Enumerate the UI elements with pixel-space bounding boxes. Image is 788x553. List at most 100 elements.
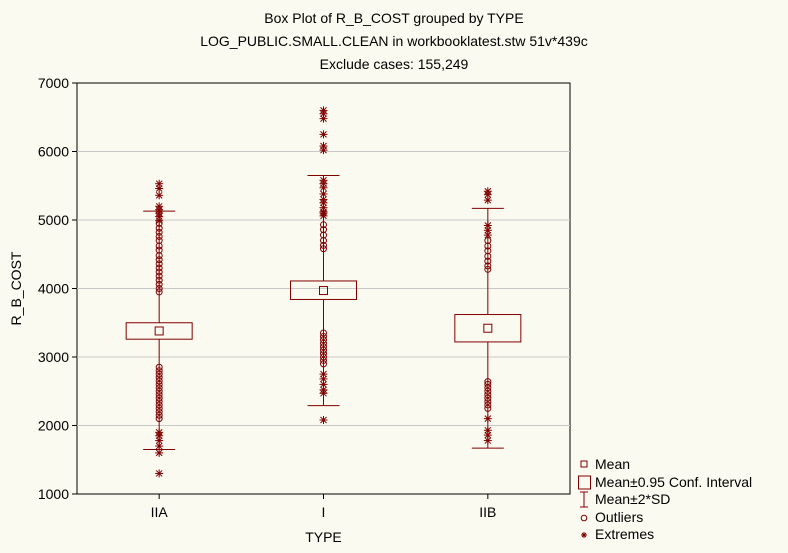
outlier-point: [320, 336, 327, 344]
outlier-point: [155, 408, 163, 416]
mean-marker-icon: [580, 460, 588, 468]
mean-marker: [319, 286, 328, 296]
legend-label: Mean: [595, 456, 631, 472]
chart-subtitle-2: Exclude cases: 155,249: [319, 56, 469, 72]
outlier-point: [320, 343, 327, 351]
outlier-point: [155, 280, 163, 288]
outlier-point: [484, 404, 492, 412]
y-tick-label: 5000: [38, 212, 69, 228]
legend-label: Mean±2*SD: [595, 491, 671, 507]
outlier-point: [155, 237, 163, 245]
extreme-point: [155, 191, 164, 200]
outlier-point: [320, 339, 327, 347]
extreme-point: [319, 146, 328, 155]
outlier-point: [155, 401, 163, 409]
outlier-point: [320, 237, 327, 245]
outlier-point: [484, 252, 492, 260]
outlier-point: [320, 221, 327, 229]
outlier-point: [155, 384, 163, 392]
outlier-point: [155, 404, 163, 412]
outlier-point: [155, 363, 163, 371]
outlier-point: [484, 247, 492, 255]
legend-label: Outliers: [595, 508, 644, 525]
outlier-point: [320, 360, 327, 368]
extreme-point: [155, 436, 164, 445]
outlier-point: [320, 329, 327, 337]
outlier-point: [155, 260, 163, 268]
extreme-point: [319, 380, 328, 389]
mean-marker: [483, 323, 493, 333]
outlier-point: [484, 242, 492, 250]
y-tick-label: 3000: [38, 349, 69, 365]
outlier-point: [155, 377, 163, 385]
outlier-point: [320, 226, 327, 234]
outlier-point: [155, 232, 163, 240]
extreme-point: [483, 414, 492, 423]
outlier-point: [320, 332, 327, 340]
x-axis-label: TYPE: [305, 529, 342, 545]
ci-box: [290, 280, 357, 300]
legend-label: Mean±0.95 Conf. Interval: [595, 473, 753, 490]
extreme-point: [155, 448, 164, 457]
extreme-point: [319, 374, 328, 383]
outlier-point: [484, 394, 492, 402]
y-axis-label: R_B_COST: [8, 251, 24, 325]
extreme-point: [319, 189, 328, 198]
outlier-point: [155, 391, 163, 399]
extreme-point: [483, 426, 492, 435]
outlier-point: [155, 367, 163, 375]
outlier-point: [484, 387, 492, 395]
outlier-point: [320, 231, 327, 239]
outlier-point: [155, 252, 163, 260]
outlier-point: [320, 346, 327, 354]
outlier-point: [320, 245, 327, 253]
outlier-point: [484, 384, 492, 392]
extreme-point: [155, 442, 164, 451]
outlier-point: [155, 415, 163, 423]
outlier-point: [155, 370, 163, 378]
outlier-point: [484, 380, 492, 388]
outlier-point: [484, 265, 492, 273]
outlier-point: [155, 228, 163, 236]
mean-marker: [154, 326, 164, 336]
y-tick-label: 6000: [38, 144, 69, 160]
extreme-point: [483, 436, 492, 445]
outlier-point: [155, 224, 163, 232]
box-group-iia: IIA: [125, 179, 193, 520]
outlier-point: [155, 268, 163, 276]
outlier-point: [155, 264, 163, 272]
chart-subtitle-1: LOG_PUBLIC.SMALL.CLEAN in workbooklatest…: [200, 33, 588, 49]
extreme-point: [483, 196, 492, 205]
extreme-point: [483, 231, 492, 240]
whisker-marker-icon: [580, 491, 588, 508]
outlier-point: [155, 288, 163, 296]
ci-box: [454, 314, 522, 343]
outlier-point: [320, 241, 327, 249]
x-tick-label: IIB: [479, 504, 496, 520]
outlier-point: [155, 246, 163, 254]
outlier-point: [155, 374, 163, 382]
extreme-point: [155, 184, 164, 193]
outlier-marker-icon: [580, 514, 588, 521]
outlier-point: [155, 398, 163, 406]
extreme-point: [319, 183, 328, 192]
extreme-point: [155, 216, 164, 225]
extreme-point: [155, 469, 164, 478]
outlier-point: [155, 285, 163, 292]
box-marker-icon: [578, 475, 591, 489]
x-tick-label: IIA: [151, 504, 169, 520]
outlier-point: [155, 242, 163, 250]
chart-title: Box Plot of R_B_COST grouped by TYPE: [264, 10, 524, 26]
outlier-point: [155, 272, 163, 280]
outlier-point: [155, 411, 163, 419]
outlier-point: [484, 262, 492, 270]
y-tick-label: 4000: [38, 281, 69, 297]
outlier-point: [320, 350, 327, 358]
y-tick-label: 7000: [38, 75, 69, 91]
x-tick-label: I: [322, 504, 326, 520]
outlier-point: [155, 394, 163, 402]
box-group-iib: IIB: [454, 187, 522, 520]
outlier-point: [155, 256, 163, 264]
